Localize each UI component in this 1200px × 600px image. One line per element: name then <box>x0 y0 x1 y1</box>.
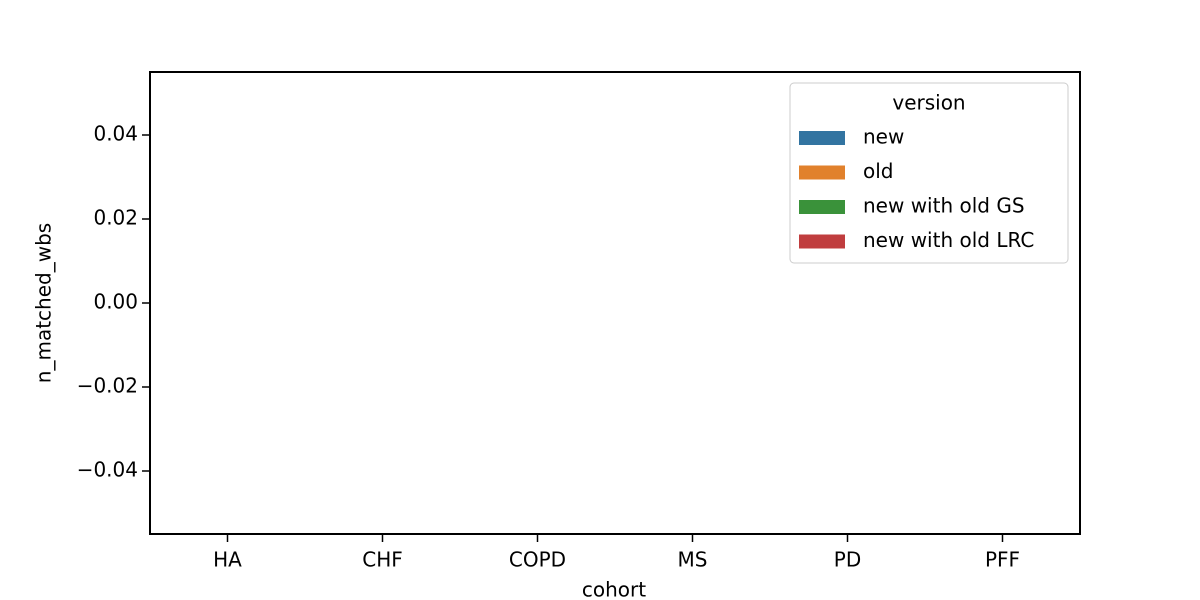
legend-box <box>789 82 1069 264</box>
legend-swatch <box>799 234 845 249</box>
y-tick-label: 0.02 <box>93 206 138 230</box>
x-tick-label: MS <box>678 548 708 572</box>
plot-frame <box>149 71 1081 535</box>
legend-swatch <box>799 165 845 180</box>
legend-label: new with old GS <box>863 194 1025 218</box>
x-tick-label: PFF <box>985 548 1020 572</box>
y-axis-label: n_matched_wbs <box>32 223 56 383</box>
legend-swatch <box>799 200 845 214</box>
legend-label: new with old LRC <box>863 228 1034 252</box>
x-tick-label: CHF <box>362 548 403 572</box>
x-tick-label: PD <box>834 548 861 572</box>
y-tick-label: −0.02 <box>77 374 138 398</box>
legend-title: version <box>892 91 965 115</box>
x-axis-label: cohort <box>582 578 646 600</box>
legend-swatch <box>799 131 845 145</box>
y-tick-label: −0.04 <box>77 458 138 482</box>
legend-label: old <box>863 159 894 183</box>
y-tick-label: 0.00 <box>93 290 138 314</box>
x-tick-label: COPD <box>509 548 566 572</box>
y-tick-label: 0.04 <box>93 122 138 146</box>
x-tick-label: HA <box>213 548 242 572</box>
legend-label: new <box>863 125 904 149</box>
